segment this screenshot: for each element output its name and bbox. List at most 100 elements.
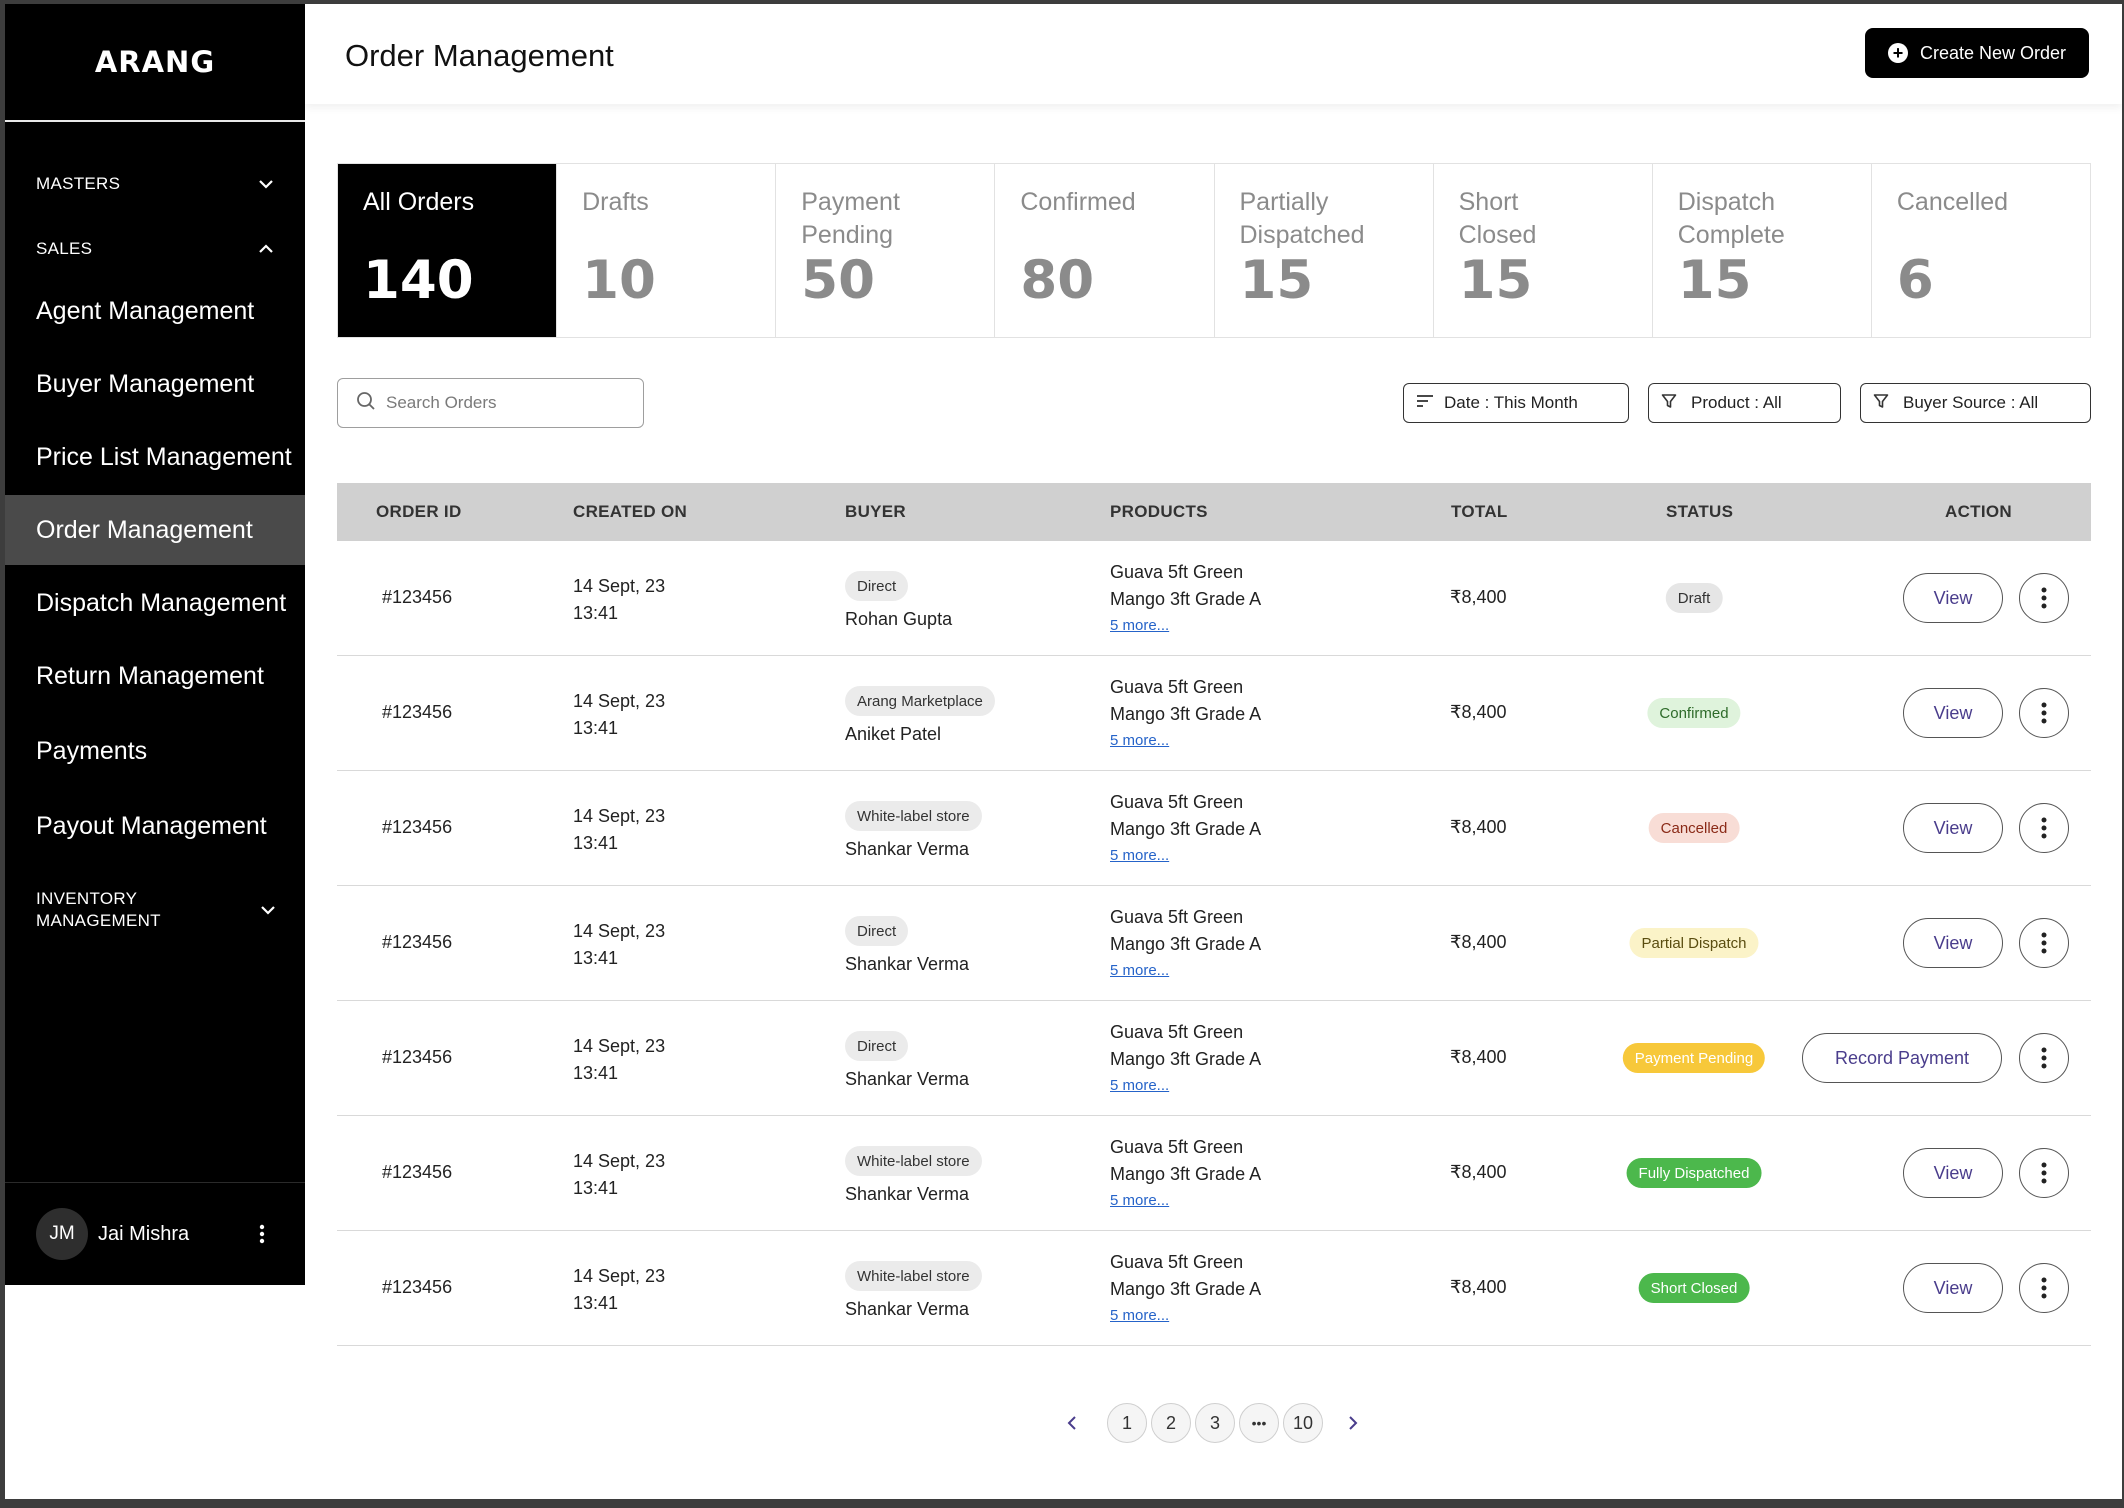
tab-count: 15 <box>1677 250 1752 311</box>
more-products-link[interactable]: 5 more... <box>1110 1307 1170 1324</box>
created-on: 14 Sept, 23 13:41 <box>573 1148 665 1202</box>
more-products-link[interactable]: 5 more... <box>1110 1192 1170 1209</box>
view-button[interactable]: View <box>1903 918 2003 968</box>
column-header[interactable]: TOTAL <box>1451 502 1508 521</box>
more-vertical-icon[interactable] <box>2019 688 2069 738</box>
search-input[interactable] <box>386 393 616 413</box>
sidebar-section-label: SALES <box>36 239 93 258</box>
product-line: Guava 5ft Green <box>1110 562 1244 582</box>
page-button[interactable]: 1 <box>1107 1403 1147 1443</box>
view-button[interactable]: View <box>1903 688 2003 738</box>
sidebar-item-price-list-management[interactable]: Price List Management <box>5 422 305 492</box>
more-vertical-icon[interactable] <box>2019 1263 2069 1313</box>
view-button[interactable]: View <box>1903 803 2003 853</box>
record-payment-button[interactable]: Record Payment <box>1802 1033 2002 1083</box>
page-button[interactable]: 10 <box>1283 1403 1323 1443</box>
products: Guava 5ft Green Mango 3ft Grade A 5 more..… <box>1110 674 1261 754</box>
sidebar-item-buyer-management[interactable]: Buyer Management <box>5 349 305 419</box>
column-header[interactable]: PRODUCTS <box>1110 502 1208 521</box>
buyer-source-tag: White-label store <box>845 801 982 831</box>
avatar[interactable]: JM <box>36 1208 88 1260</box>
order-id[interactable]: #123456 <box>382 1162 453 1182</box>
tab-payment-pending[interactable]: Payment Pending 50 <box>776 164 996 337</box>
more-products-link[interactable]: 5 more... <box>1110 962 1170 979</box>
sidebar-item-dispatch-management[interactable]: Dispatch Management <box>5 568 305 638</box>
sidebar-item-return-management[interactable]: Return Management <box>5 641 305 711</box>
date-filter[interactable]: Date : This Month <box>1403 383 1629 423</box>
column-header[interactable]: ACTION <box>1945 502 2012 521</box>
tab-count: 10 <box>582 250 656 311</box>
sidebar-item-label: Price List Management <box>36 442 292 471</box>
buyer-source-tag: White-label store <box>845 1261 982 1291</box>
order-id[interactable]: #123456 <box>382 817 453 837</box>
view-button[interactable]: View <box>1903 1263 2003 1313</box>
tab-count: 140 <box>363 250 474 311</box>
products: Guava 5ft Green Mango 3ft Grade A 5 more..… <box>1110 1134 1261 1214</box>
column-header[interactable]: ORDER ID <box>376 502 462 521</box>
more-vertical-icon[interactable] <box>247 1219 277 1249</box>
created-on: 14 Sept, 23 13:41 <box>573 688 665 742</box>
buyer-source-filter[interactable]: Buyer Source : All <box>1860 383 2091 423</box>
tab-confirmed[interactable]: Confirmed 80 <box>995 164 1215 337</box>
created-date: 14 Sept, 23 <box>573 1266 666 1286</box>
page-title: Order Management <box>345 38 614 73</box>
buyer-name: Aniket Patel <box>845 724 942 744</box>
sidebar-item-agent-management[interactable]: Agent Management <box>5 276 305 346</box>
created-on: 14 Sept, 23 13:41 <box>573 1263 665 1317</box>
sidebar-item-order-management[interactable]: Order Management <box>5 495 305 565</box>
order-total: ₹8,400 <box>1450 932 1507 952</box>
more-vertical-icon[interactable] <box>2019 573 2069 623</box>
buyer-name: Shankar Verma <box>845 1069 970 1089</box>
date-filter-label: Date : This Month <box>1444 393 1578 412</box>
order-id[interactable]: #123456 <box>382 702 453 722</box>
more-vertical-icon[interactable] <box>2019 803 2069 853</box>
product-filter[interactable]: Product : All <box>1648 383 1841 423</box>
page-ellipsis[interactable]: ••• <box>1239 1403 1279 1443</box>
buyer-name: Rohan Gupta <box>845 609 953 629</box>
tab-drafts[interactable]: Drafts 10 <box>557 164 777 337</box>
page-button[interactable]: 3 <box>1195 1403 1235 1443</box>
status-badge: Fully Dispatched <box>1626 1158 1762 1188</box>
sidebar-item-label: Agent Management <box>36 296 255 325</box>
tab-cancelled[interactable]: Cancelled 6 <box>1872 164 2090 337</box>
sidebar-item-payments[interactable]: Payments <box>5 716 305 786</box>
created-time: 13:41 <box>573 833 619 853</box>
order-id[interactable]: #123456 <box>382 587 453 607</box>
column-header[interactable]: CREATED ON <box>573 502 688 521</box>
chevron-left-icon[interactable] <box>1060 1411 1084 1435</box>
page-button[interactable]: 2 <box>1151 1403 1191 1443</box>
more-vertical-icon[interactable] <box>2019 918 2069 968</box>
page-header: Order Management + Create New Order <box>305 4 2122 104</box>
more-products-link[interactable]: 5 more... <box>1110 617 1170 634</box>
more-vertical-icon[interactable] <box>2019 1033 2069 1083</box>
tab-short-closed[interactable]: Short Closed 15 <box>1434 164 1653 337</box>
column-header[interactable]: BUYER <box>845 502 907 521</box>
status-badge: Payment Pending <box>1622 1043 1766 1073</box>
order-id[interactable]: #123456 <box>382 1277 453 1297</box>
column-header[interactable]: STATUS <box>1666 502 1734 521</box>
created-time: 13:41 <box>573 1063 619 1083</box>
tab-all-orders[interactable]: All Orders 140 <box>338 164 558 337</box>
more-products-link[interactable]: 5 more... <box>1110 732 1170 749</box>
sidebar-section-inventory[interactable]: INVENTORY MANAGEMENT <box>36 888 276 932</box>
sidebar-section-sales[interactable]: SALES <box>36 239 276 259</box>
create-new-order-button[interactable]: + Create New Order <box>1865 28 2089 78</box>
sidebar: ARANG MASTERS SALES Agent Management Buy… <box>5 4 305 1285</box>
order-status-tabs: All Orders 140 Drafts 10 Payment Pending… <box>337 163 2091 338</box>
order-id[interactable]: #123456 <box>382 1047 453 1067</box>
order-id[interactable]: #123456 <box>382 932 453 952</box>
more-vertical-icon[interactable] <box>2019 1148 2069 1198</box>
more-products-link[interactable]: 5 more... <box>1110 1077 1170 1094</box>
plus-circle-icon: + <box>1887 43 1908 63</box>
chevron-right-icon[interactable] <box>1341 1411 1365 1435</box>
view-button[interactable]: View <box>1903 1148 2003 1198</box>
more-products-link[interactable]: 5 more... <box>1110 847 1170 864</box>
sidebar-section-masters[interactable]: MASTERS <box>36 174 276 194</box>
order-total: ₹8,400 <box>1450 702 1507 722</box>
view-button[interactable]: View <box>1903 573 2003 623</box>
buyer-source-filter-label: Buyer Source : All <box>1903 393 2039 412</box>
sidebar-item-payout-management[interactable]: Payout Management <box>5 791 305 861</box>
tab-dispatch-complete[interactable]: Dispatch Complete 15 <box>1653 164 1872 337</box>
tab-partially-dispatched[interactable]: Partially Dispatched 15 <box>1215 164 1434 337</box>
tab-label: Payment Pending <box>801 188 900 249</box>
